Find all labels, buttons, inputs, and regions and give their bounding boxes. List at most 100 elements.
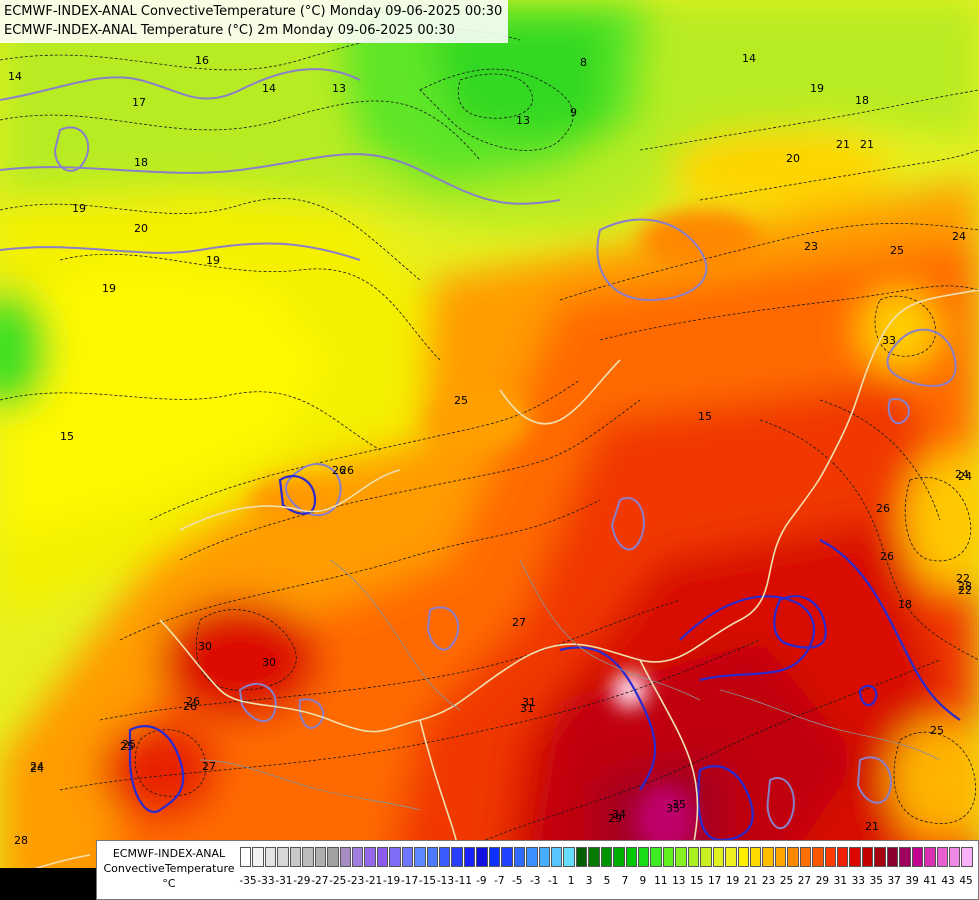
legend-tick-label: -19 [383, 875, 401, 887]
legend-swatch [240, 847, 252, 867]
legend-swatch [749, 847, 762, 867]
legend-swatch [613, 847, 625, 867]
legend-tick-label: 45 [959, 875, 973, 887]
legend-swatch [861, 847, 874, 867]
legend-tick-label: -1 [547, 875, 559, 887]
legend-swatch [389, 847, 401, 867]
legend-tick-label: 25 [779, 875, 794, 887]
legend-swatch [314, 847, 327, 867]
legend-swatch [787, 847, 799, 867]
legend-tick-label: 19 [725, 875, 740, 887]
legend-tick-label: -3 [529, 875, 541, 887]
legend-swatch [252, 847, 264, 867]
legend-swatch [376, 847, 389, 867]
legend-swatch [824, 847, 836, 867]
contour-label: 22 [956, 572, 970, 585]
contour-label: 26 [186, 695, 200, 708]
legend-swatch [327, 847, 339, 867]
legend-label-unit: °C [162, 877, 176, 890]
legend-tick-labels: -35 -33 -31 -29 -27 -25 -23 -21 -19 -17 -15 -13 -11-… [239, 875, 974, 891]
contour-label: 18 [134, 156, 148, 169]
contour-label: 19 [102, 282, 116, 295]
legend-swatch [924, 847, 936, 867]
legend-swatch [961, 847, 973, 867]
contour-label: 14 [262, 82, 276, 95]
contour-label: 24 [30, 760, 44, 773]
legend-tick-label: 11 [654, 875, 668, 887]
legend-label-variable: ConvectiveTemperature [103, 862, 235, 875]
legend-swatch [948, 847, 961, 867]
legend-tick-label: 41 [923, 875, 937, 887]
legend-tick-label: -17 [400, 875, 419, 887]
contour-label: 25 [890, 244, 904, 257]
legend-tick-label: -21 [365, 875, 383, 887]
contour-label: 35 [672, 798, 686, 811]
contour-label: 22 [958, 584, 972, 597]
contour-label: 25 [930, 724, 944, 737]
legend-color-bar [240, 847, 974, 867]
legend-tick-label: 23 [761, 875, 776, 887]
title-line-2m-temperature: ECMWF-INDEX-ANAL Temperature (°C) 2m Mon… [4, 23, 455, 38]
contour-label: 25 [120, 740, 134, 753]
legend-swatch [526, 847, 538, 867]
contour-label: 20 [134, 222, 148, 235]
legend-swatch [339, 847, 351, 867]
legend-swatch [700, 847, 712, 867]
legend-swatch [774, 847, 787, 867]
rivers [199, 559, 941, 811]
contour-label: 28 [958, 580, 972, 593]
legend-tick-label: -23 [347, 875, 365, 887]
contour-label: 21 [836, 138, 850, 151]
legend-tick-label: 7 [621, 875, 629, 887]
no-data-area [0, 868, 96, 900]
legend-label: ECMWF-INDEX-ANAL ConvectiveTemperature °… [103, 846, 235, 891]
contour-label: 9 [570, 106, 577, 119]
legend-swatch [575, 847, 588, 867]
legend-swatch [799, 847, 812, 867]
legend-swatch [463, 847, 476, 867]
contour-label: 21 [860, 138, 874, 151]
legend-tick-label: -11 [454, 875, 472, 887]
contour-label: 15 [60, 430, 74, 443]
legend-swatch [302, 847, 314, 867]
legend-swatch [451, 847, 463, 867]
legend-tick-label: 1 [567, 875, 575, 887]
legend-tick-label: 31 [833, 875, 848, 887]
contour-label: 35 [666, 802, 680, 815]
contour-label: 26 [876, 502, 890, 515]
legend-tick-label: -25 [329, 875, 347, 887]
contour-label: 25 [122, 738, 136, 751]
contour-labels: 14 16 17 13 8 9 13 14 18 18 19 20 19 19 … [8, 52, 972, 847]
contour-label: 33 [882, 334, 896, 347]
legend-swatch [886, 847, 899, 867]
legend-tick-label: 27 [797, 875, 812, 887]
legend-swatch [812, 847, 824, 867]
legend-tick-label: 37 [887, 875, 901, 887]
legend-swatch [563, 847, 575, 867]
contour-label: 27 [202, 760, 216, 773]
color-legend: ECMWF-INDEX-ANAL ConvectiveTemperature °… [96, 840, 979, 900]
legend-swatch [277, 847, 289, 867]
contour-label: 30 [262, 656, 276, 669]
contour-label: 24 [952, 230, 966, 243]
legend-tick-label: -33 [257, 875, 275, 887]
legend-swatch [401, 847, 414, 867]
contour-label: 26 [340, 464, 354, 477]
contour-label: 8 [580, 56, 587, 69]
legend-tick-label: -9 [476, 875, 487, 887]
legend-tick-label: -27 [311, 875, 329, 887]
contour-label: 23 [804, 240, 818, 253]
legend-swatch [675, 847, 687, 867]
legend-swatch [538, 847, 550, 867]
legend-tick-label: -29 [293, 875, 311, 887]
legend-tick-label: 21 [743, 875, 758, 887]
legend-tick-label: 29 [815, 875, 830, 887]
contour-label: 20 [786, 152, 800, 165]
contour-label: 19 [810, 82, 824, 95]
legend-swatch [936, 847, 948, 867]
contour-label: 31 [522, 696, 536, 709]
contour-label: 25 [454, 394, 468, 407]
contour-label: 31 [520, 702, 534, 715]
